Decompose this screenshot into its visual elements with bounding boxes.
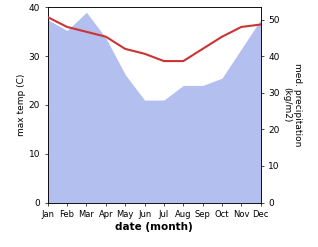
Y-axis label: max temp (C): max temp (C) [17,74,26,136]
Y-axis label: med. precipitation
(kg/m2): med. precipitation (kg/m2) [283,63,302,147]
X-axis label: date (month): date (month) [115,222,193,232]
